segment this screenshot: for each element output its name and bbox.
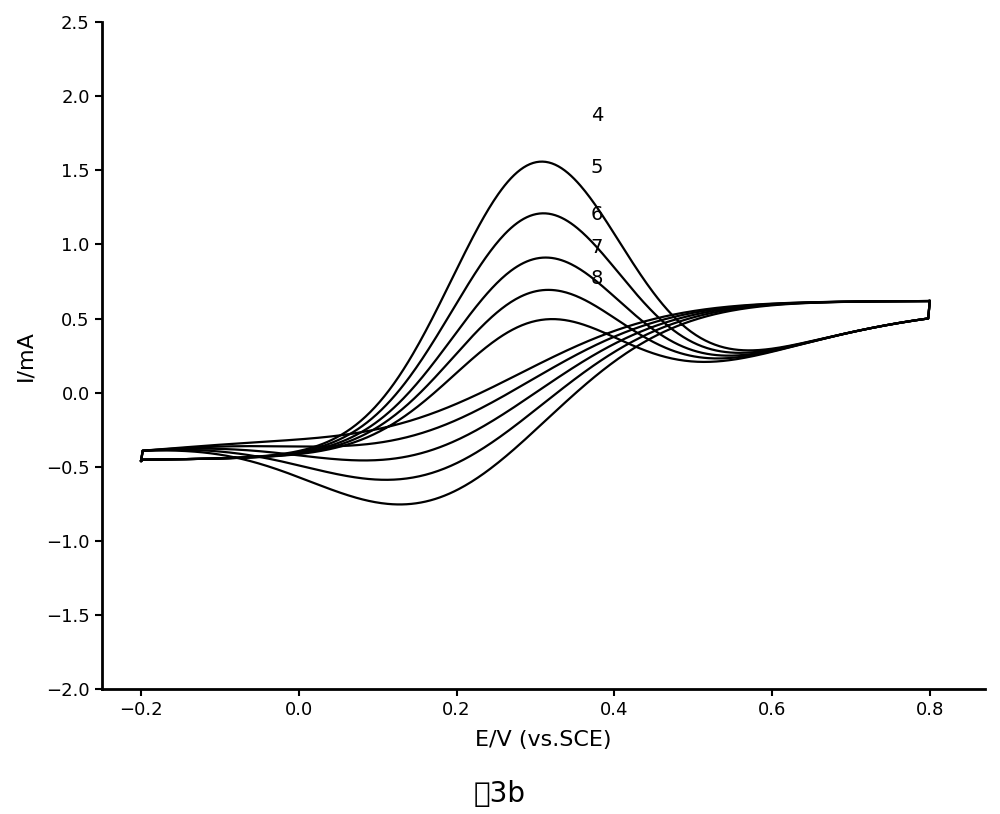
Text: 4: 4 bbox=[591, 106, 603, 125]
Y-axis label: I/mA: I/mA bbox=[15, 330, 35, 381]
X-axis label: E/V (vs.SCE): E/V (vs.SCE) bbox=[475, 730, 612, 751]
Text: 5: 5 bbox=[591, 158, 603, 177]
Text: 8: 8 bbox=[591, 269, 603, 288]
Text: 图3b: 图3b bbox=[474, 780, 526, 807]
Text: 7: 7 bbox=[591, 238, 603, 257]
Text: 6: 6 bbox=[591, 205, 603, 225]
